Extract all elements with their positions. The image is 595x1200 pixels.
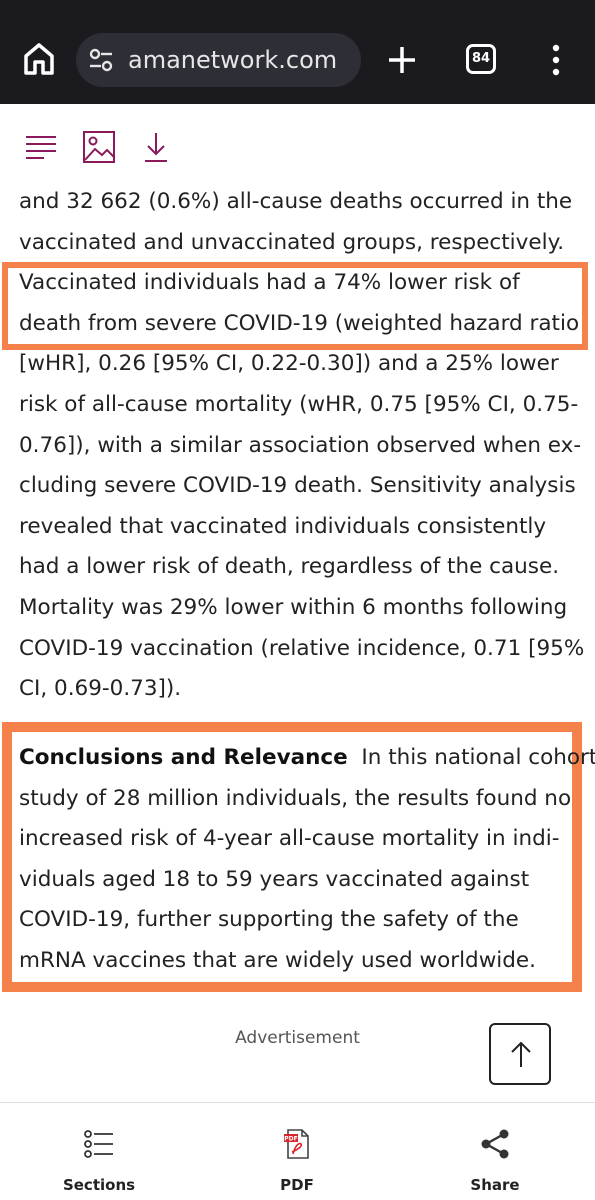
- highlight-box-mortality: [2, 262, 588, 350]
- article-line: COVID-19 vaccination (relative incidence…: [19, 635, 585, 661]
- article-line: and 32 662 (0.6%) all-cause deaths occur…: [19, 189, 573, 214]
- svg-text:PDF: PDF: [284, 1136, 297, 1143]
- back-to-top-button[interactable]: [489, 1023, 551, 1085]
- highlight-box-conclusions: [2, 722, 582, 992]
- sections-list-icon: [84, 1130, 113, 1158]
- site-settings-icon[interactable]: [88, 47, 114, 73]
- article-toolbar: [0, 104, 595, 186]
- article-line: had a lower risk of death, regardless of…: [19, 554, 560, 580]
- article-line: Mortality was 29% lower within 6 months …: [19, 594, 568, 620]
- nav-sections-label: Sections: [62, 1176, 136, 1194]
- url-text[interactable]: amanetwork.com: [128, 46, 338, 74]
- article-line: COVID-19, further supporting the safety …: [19, 907, 519, 933]
- article-line: revealed that vaccinated individuals con…: [19, 513, 547, 539]
- more-options-icon[interactable]: [544, 42, 568, 78]
- download-icon[interactable]: [139, 130, 173, 164]
- conclusions-paragraph: Conclusions and Relevance In this nation…: [19, 738, 595, 982]
- browser-top-bar: amanetwork.com 84: [0, 0, 595, 104]
- article-line: cluding severe COVID-19 death. Sensitivi…: [19, 473, 576, 499]
- arrow-up-icon: [511, 1041, 531, 1067]
- article-results-text: and 32 662 (0.6%) all-cause deaths occur…: [19, 182, 585, 710]
- nav-share[interactable]: Share: [396, 1102, 594, 1199]
- conclusion-text: In this national cohort: [361, 745, 595, 770]
- article-line: mRNA vaccines that are widely used world…: [19, 947, 536, 973]
- share-icon: [481, 1129, 509, 1159]
- article-line: CI, 0.69-0.73]).: [19, 676, 182, 702]
- article-line: 0.76]), with a similar association obser…: [19, 432, 582, 458]
- conclusions-heading: Conclusions and Relevance: [19, 745, 348, 770]
- article-line: study of 28 million individuals, the res…: [19, 785, 572, 811]
- article-line: Conclusions and Relevance In this nation…: [19, 738, 595, 779]
- nav-pdf-label: PDF: [280, 1176, 314, 1194]
- home-icon[interactable]: [20, 40, 58, 78]
- nav-sections[interactable]: Sections: [0, 1102, 198, 1199]
- tab-count-button[interactable]: 84: [466, 44, 496, 74]
- advertisement-label: Advertisement: [235, 1028, 360, 1048]
- nav-pdf[interactable]: PDF PDF: [198, 1102, 396, 1199]
- article-line: viduals aged 18 to 59 years vaccinated a…: [19, 866, 530, 892]
- article-line: death from severe COVID-19 (weighted haz…: [19, 310, 580, 336]
- outline-list-icon[interactable]: [24, 130, 58, 164]
- article-line: increased risk of 4-year all-cause morta…: [19, 826, 560, 852]
- address-bar[interactable]: amanetwork.com: [76, 33, 361, 87]
- article-line: [wHR], 0.26 [95% CI, 0.22-0.30]) and a 2…: [19, 351, 559, 377]
- pdf-file-icon: PDF: [284, 1129, 309, 1159]
- article-line: Vaccinated individuals had a 74% lower r…: [19, 270, 520, 296]
- article-line: risk of all-cause mortality (wHR, 0.75 […: [19, 391, 579, 417]
- nav-share-label: Share: [470, 1176, 520, 1194]
- new-tab-icon[interactable]: [386, 44, 418, 76]
- article-line: vaccinated and unvaccinated groups, resp…: [19, 229, 565, 255]
- figures-image-icon[interactable]: [82, 130, 116, 164]
